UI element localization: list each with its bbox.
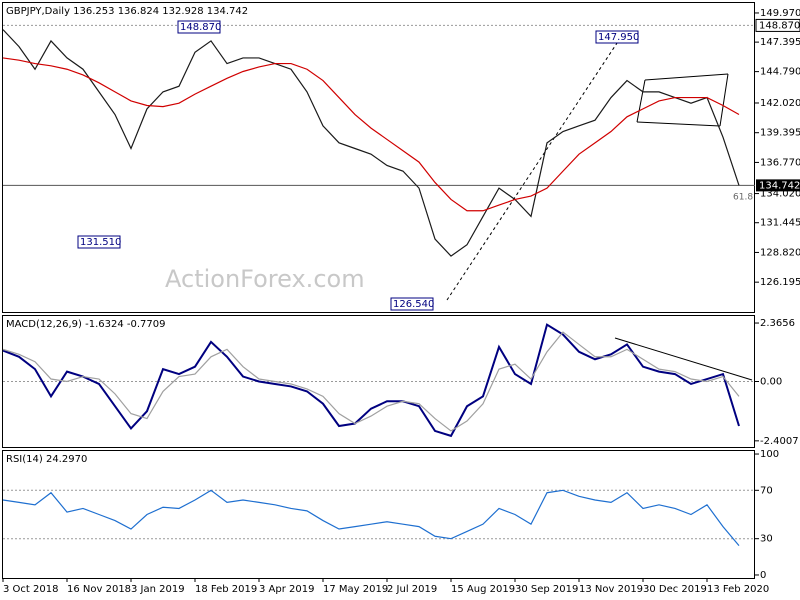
y-tick-label: 70 bbox=[760, 485, 773, 496]
y-tick-label: 126.195 bbox=[760, 277, 800, 288]
macd-panel bbox=[2, 315, 755, 448]
x-tick-label: 15 Aug 2019 bbox=[451, 584, 515, 595]
panel-title: RSI(14) 24.2970 bbox=[6, 454, 87, 465]
series-line bbox=[2, 29, 740, 257]
series-line bbox=[2, 57, 740, 212]
y-tick-label: 147.395 bbox=[760, 37, 800, 48]
annotation: 147.950 bbox=[598, 32, 639, 43]
x-tick-label: 16 Nov 2018 bbox=[67, 584, 131, 595]
y-tick-label: 139.395 bbox=[760, 128, 800, 139]
series-line bbox=[2, 331, 740, 432]
y-tick-label: 100 bbox=[760, 449, 779, 460]
y-tick-label: 131.445 bbox=[760, 218, 800, 229]
rsi-panel bbox=[2, 450, 755, 579]
x-tick-label: 30 Sep 2019 bbox=[515, 584, 578, 595]
x-tick-label: 3 Jan 2019 bbox=[131, 584, 185, 595]
panel-title: MACD(12,26,9) -1.6324 -0.7709 bbox=[6, 319, 166, 330]
x-tick-label: 2 Jul 2019 bbox=[387, 584, 437, 595]
y-tick-label: 0.00 bbox=[760, 377, 782, 388]
panel-title: GBPJPY,Daily 136.253 136.824 132.928 134… bbox=[6, 6, 248, 17]
x-tick-label: 3 Oct 2018 bbox=[3, 584, 58, 595]
y-tick-label: 144.790 bbox=[760, 67, 800, 78]
annotation-box bbox=[595, 30, 639, 44]
y-tick-label: -2.4007 bbox=[760, 436, 799, 447]
y-tick-label: 136.770 bbox=[760, 157, 800, 168]
annotation: 148.870 bbox=[180, 22, 221, 33]
y-tick-label: 149.970 bbox=[760, 8, 800, 19]
channel-line bbox=[719, 73, 729, 127]
price-panel bbox=[2, 2, 755, 313]
x-tick-label: 13 Nov 2019 bbox=[579, 584, 643, 595]
x-tick-label: 3 Apr 2019 bbox=[259, 584, 314, 595]
trend-line bbox=[446, 36, 622, 301]
level-label-box bbox=[755, 18, 800, 32]
x-tick-label: 13 Feb 2020 bbox=[707, 584, 769, 595]
x-tick-label: 30 Dec 2019 bbox=[643, 584, 707, 595]
level-label: 148.870 bbox=[759, 20, 800, 31]
series-line bbox=[2, 489, 740, 546]
annotation-box bbox=[390, 297, 434, 311]
annotation: 126.540 bbox=[393, 299, 434, 310]
macd-trend-line bbox=[614, 337, 753, 381]
y-tick-label: 2.3656 bbox=[760, 318, 795, 329]
annotation: 131.510 bbox=[80, 237, 121, 248]
y-tick-label: 0 bbox=[760, 570, 766, 581]
series-line bbox=[2, 323, 740, 438]
fib-label: 61.8 bbox=[733, 193, 753, 203]
channel-line bbox=[636, 121, 721, 127]
y-tick-label: 134.020 bbox=[760, 189, 800, 200]
channel-line bbox=[636, 79, 646, 123]
y-tick-label: 128.820 bbox=[760, 247, 800, 258]
last-price-box bbox=[756, 179, 800, 192]
x-tick-label: 18 Feb 2019 bbox=[195, 584, 257, 595]
channel-line bbox=[644, 73, 729, 81]
x-tick-label: 17 May 2019 bbox=[323, 584, 388, 595]
watermark: ActionForex.com bbox=[165, 265, 365, 293]
last-price-label: 134.742 bbox=[759, 180, 800, 191]
y-tick-label: 142.020 bbox=[760, 98, 800, 109]
annotation-box bbox=[77, 235, 121, 249]
y-tick-label: 30 bbox=[760, 534, 773, 545]
annotation-box bbox=[177, 20, 221, 34]
